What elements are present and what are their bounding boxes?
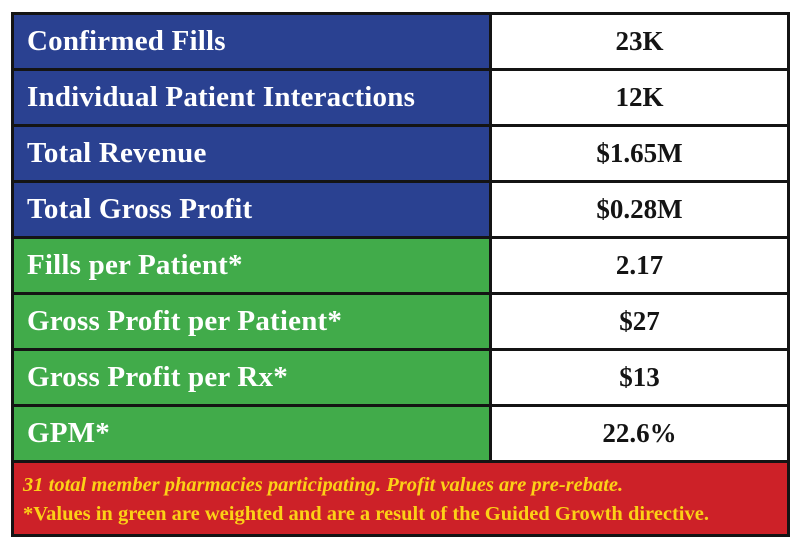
table-row: Gross Profit per Rx* $13 [14,351,787,407]
table-row: Individual Patient Interactions 12K [14,71,787,127]
metric-value: $1.65M [492,127,787,180]
metric-value: 12K [492,71,787,124]
metric-label: GPM* [14,407,492,460]
table-row: GPM* 22.6% [14,407,787,463]
footnote-line-1: 31 total member pharmacies participating… [23,473,624,496]
metric-value: 22.6% [492,407,787,460]
metric-value: 23K [492,15,787,68]
metric-value: $13 [492,351,787,404]
table-row: Total Revenue $1.65M [14,127,787,183]
table-row: Gross Profit per Patient* $27 [14,295,787,351]
footnote-banner: 31 total member pharmacies participating… [14,463,787,534]
metric-value: $27 [492,295,787,348]
table-row: Fills per Patient* 2.17 [14,239,787,295]
metric-label: Fills per Patient* [14,239,492,292]
metrics-table: Confirmed Fills 23K Individual Patient I… [11,12,790,537]
metric-label: Total Revenue [14,127,492,180]
metric-value: $0.28M [492,183,787,236]
metric-label: Gross Profit per Rx* [14,351,492,404]
metric-value: 2.17 [492,239,787,292]
footnote-line-2: *Values in green are weighted and are a … [23,502,709,525]
metric-label: Confirmed Fills [14,15,492,68]
metric-label: Gross Profit per Patient* [14,295,492,348]
metric-label: Total Gross Profit [14,183,492,236]
metric-label: Individual Patient Interactions [14,71,492,124]
table-row: Confirmed Fills 23K [14,15,787,71]
table-row: Total Gross Profit $0.28M [14,183,787,239]
